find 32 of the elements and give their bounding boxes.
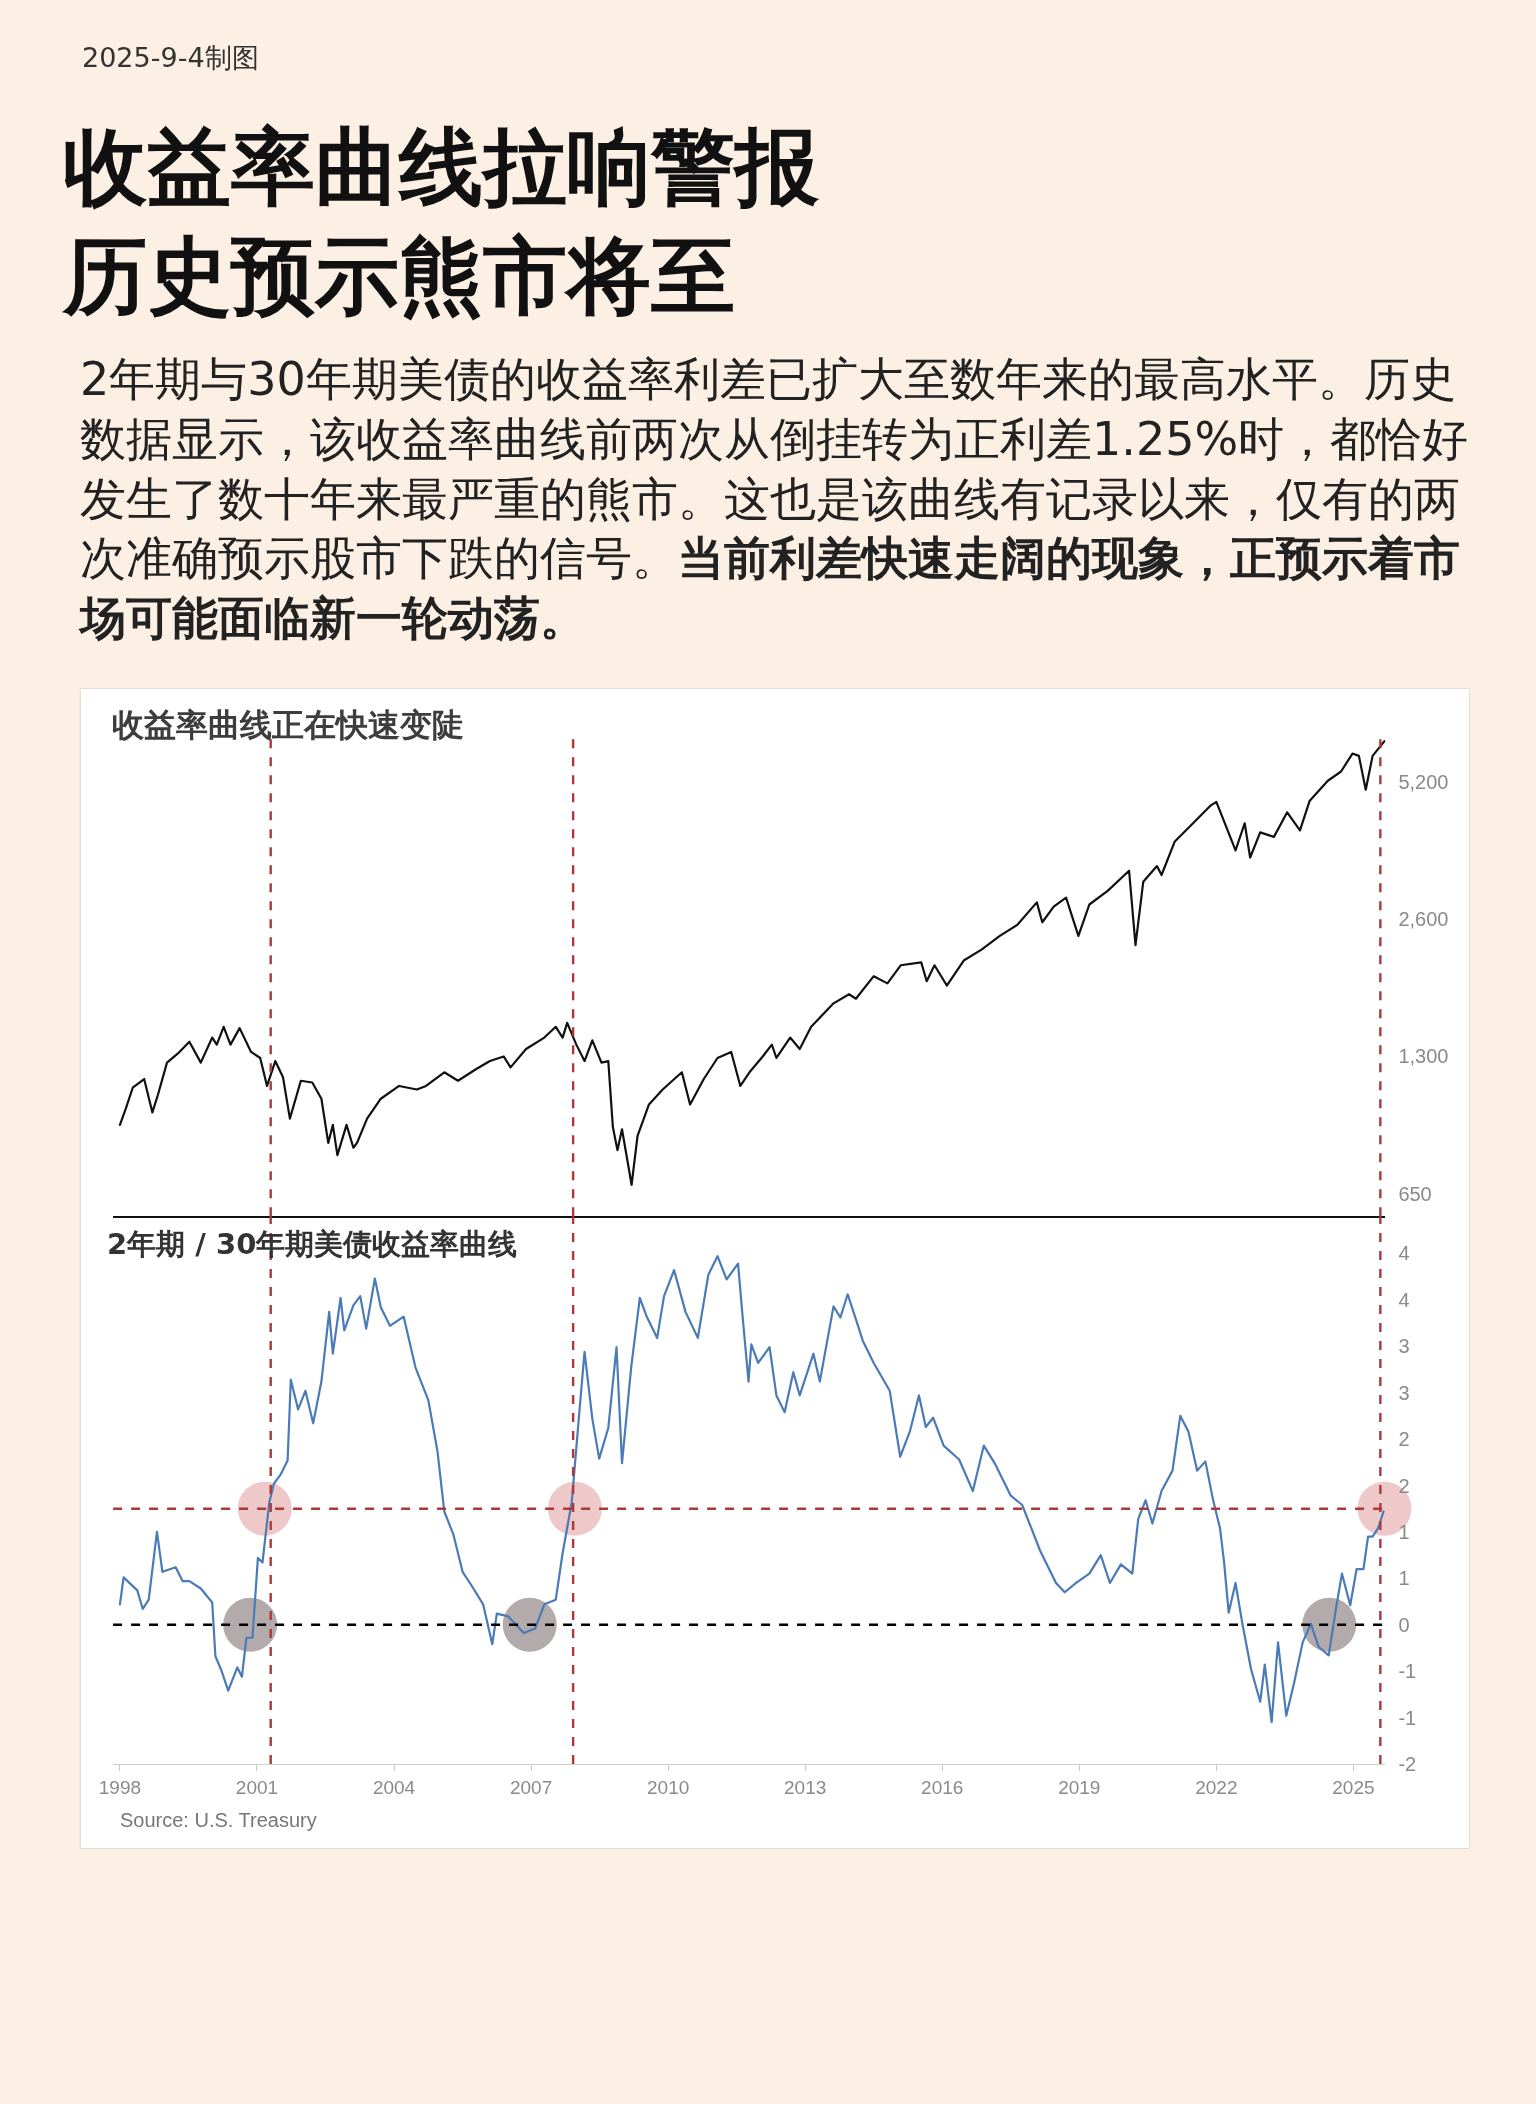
y-tick-label: 1,300 [1398, 1045, 1449, 1068]
x-tick-label: 1998 [98, 1776, 142, 1798]
y-tick-label: -1 [1398, 1706, 1417, 1729]
x-tick-label: 2010 [647, 1776, 690, 1798]
y-tick-label: 2 [1398, 1428, 1410, 1451]
x-tick-label: 2025 [1332, 1776, 1375, 1798]
source-note: Source: U.S. Treasury [120, 1809, 317, 1831]
y-tick-label: 1 [1398, 1520, 1410, 1543]
y-tick-label: 5,200 [1398, 770, 1449, 793]
y-tick-label: -2 [1398, 1752, 1417, 1775]
y-tick-label: 2,600 [1398, 908, 1449, 931]
y-tick-label: -1 [1398, 1660, 1417, 1683]
x-tick-label: 2016 [921, 1776, 964, 1798]
chart-title: 2年期 / 30年期美债收益率曲线 [107, 1227, 518, 1261]
y-tick-label: 4 [1398, 1242, 1410, 1265]
x-tick-label: 2022 [1195, 1776, 1238, 1798]
x-tick-label: 2004 [372, 1776, 416, 1798]
y-tick-label: 1 [1398, 1567, 1410, 1590]
y-tick-label: 2 [1398, 1474, 1410, 1497]
y-tick-label: 650 [1398, 1182, 1432, 1205]
line-series [118, 739, 1386, 1186]
x-tick-label: 2007 [509, 1776, 553, 1798]
y-tick-label: 3 [1398, 1381, 1410, 1404]
chart-title: 收益率曲线拉响警报历史预示熊市将至 [61, 118, 820, 326]
annotation: 收益率曲线正在快速变陡 [112, 706, 464, 744]
x-tick-label: 2001 [235, 1776, 279, 1798]
x-tick-label: 2019 [1058, 1776, 1101, 1798]
x-tick-label: 2013 [784, 1776, 827, 1798]
y-tick-label: 0 [1398, 1613, 1410, 1636]
text: 2025-9-4制图 [82, 42, 259, 73]
y-tick-label: 3 [1398, 1335, 1410, 1358]
y-tick-label: 4 [1398, 1288, 1410, 1311]
